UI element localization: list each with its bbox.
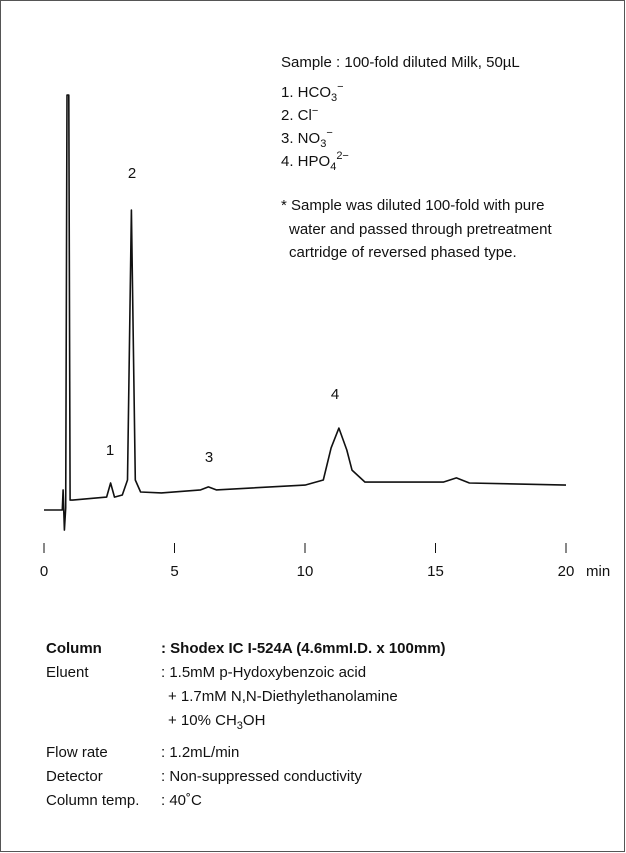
method-value: : Non-suppressed conductivity <box>161 768 362 785</box>
x-tick-label: 5 <box>170 563 178 580</box>
sub: 3 <box>237 720 243 732</box>
method-value: : 1.2mL/min <box>161 744 239 761</box>
method-value: : 1.5mM p-Hydoxybenzoic acid <box>161 664 366 681</box>
x-axis-label: min <box>586 563 610 580</box>
t: 2. Cl <box>281 107 312 124</box>
peak-label: 1. HCO3− <box>281 81 344 104</box>
note: cartridge of reversed phased type. <box>289 244 517 261</box>
sup: − <box>326 127 332 139</box>
x-tick-label: 20 <box>558 563 575 580</box>
x-tick-label: 0 <box>40 563 48 580</box>
t: 3. NO <box>281 130 320 147</box>
method-label: Detector <box>46 768 103 785</box>
peak-number: 2 <box>128 165 136 182</box>
method-value: + 1.7mM N,N-Diethylethanolamine <box>168 688 398 705</box>
legend: Sample : 100-fold diluted Milk, 50µL 1. … <box>281 54 552 261</box>
t: 1. HCO <box>281 84 331 101</box>
method-label: Eluent <box>46 664 89 681</box>
sub: 3 <box>320 138 326 150</box>
t: 4. HPO <box>281 153 330 170</box>
sup: − <box>312 105 318 117</box>
method-label: Flow rate <box>46 744 108 761</box>
peak-number: 4 <box>331 386 339 403</box>
method-value: : Shodex IC I-524A (4.6mmI.D. x 100mm) <box>161 640 446 657</box>
peak-number: 3 <box>205 449 213 466</box>
method-label: Column temp. <box>46 792 139 809</box>
sub: 3 <box>331 92 337 104</box>
x-tick-label: 15 <box>427 563 444 580</box>
method-value: : 40˚C <box>161 792 202 809</box>
peak-label: 4. HPO42− <box>281 150 349 173</box>
sample-text: Sample : 100-fold diluted Milk, 50µL <box>281 54 520 71</box>
peak-label: 2. Cl− <box>281 105 318 124</box>
peak-label: 3. NO3− <box>281 127 333 150</box>
note: * Sample was diluted 100-fold with pure <box>281 197 544 214</box>
method-label: Column <box>46 640 102 657</box>
t: OH <box>243 712 266 729</box>
method: Column : Shodex IC I-524A (4.6mmI.D. x 1… <box>46 640 446 809</box>
trace <box>44 94 567 531</box>
x-tick-label: 10 <box>297 563 314 580</box>
note: water and passed through pretreatment <box>288 221 552 238</box>
sub: 4 <box>330 161 336 173</box>
method-value: + 10% CH3OH <box>168 712 265 732</box>
sup: 2− <box>336 150 349 162</box>
peak-number: 1 <box>106 442 114 459</box>
t: + 10% CH <box>168 712 237 729</box>
sup: − <box>337 81 343 93</box>
